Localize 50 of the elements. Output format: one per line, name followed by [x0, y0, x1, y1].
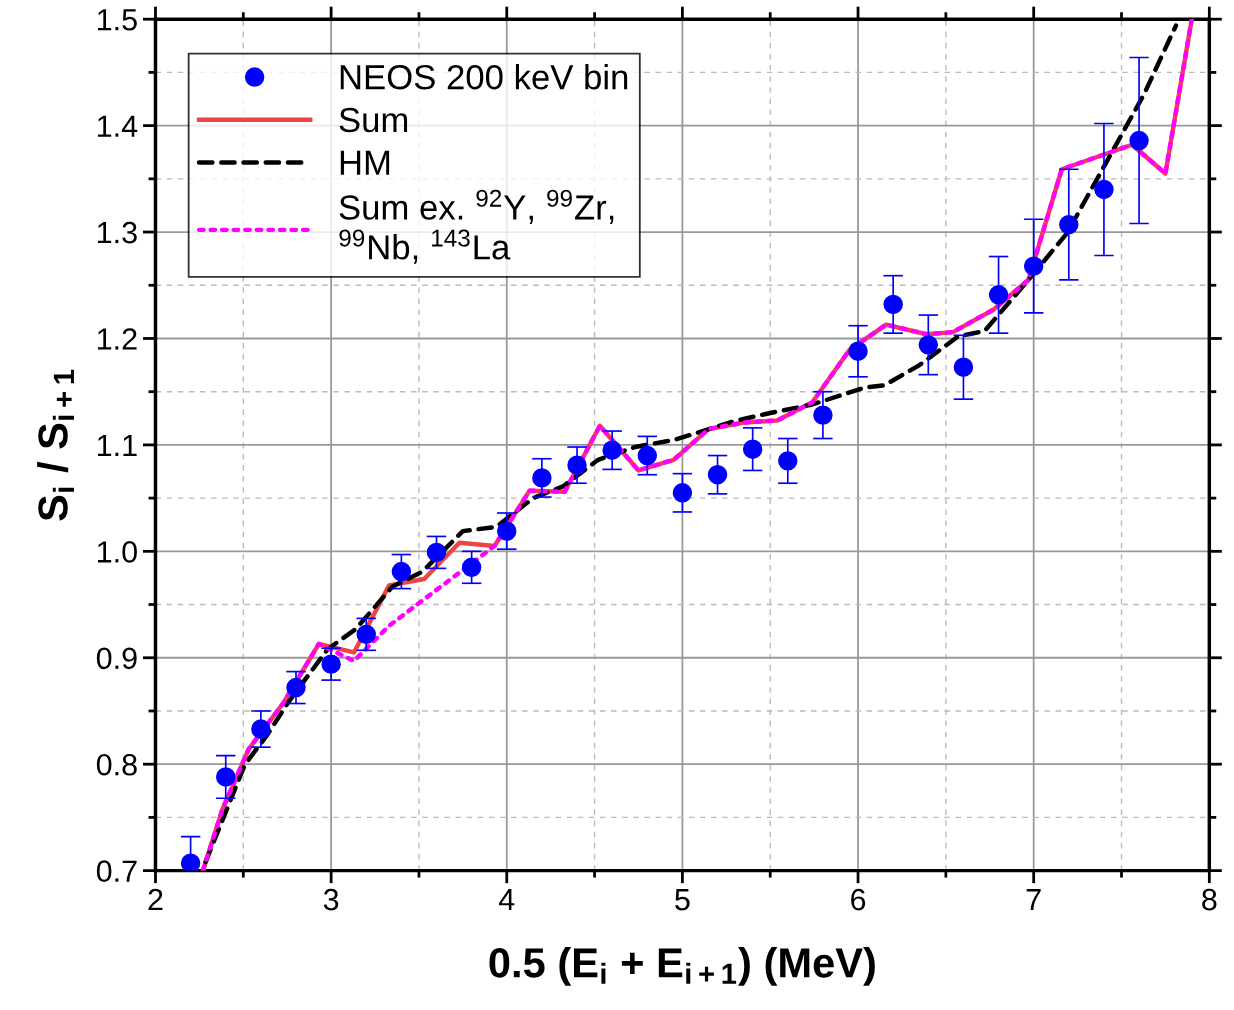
x-axis-title: 0.5 (E$_{i}$ + E$_{i+1}$) (MeV)	[489, 947, 875, 986]
point	[778, 451, 798, 471]
point	[567, 455, 587, 475]
x-tick-label: 7	[1026, 889, 1041, 911]
point	[461, 557, 482, 578]
point	[707, 464, 728, 485]
point	[953, 357, 974, 377]
y-tick-label: 1.4	[97, 115, 138, 137]
x-tick-label: 2	[148, 888, 163, 911]
y-axis-title: S$_{i}$ / S$_{i+1}$	[37, 369, 74, 521]
point	[180, 853, 201, 871]
point	[813, 405, 833, 425]
y-tick-label: 1.5	[97, 9, 137, 31]
x-tick-label: 6	[851, 888, 866, 911]
text: Sum ex. $^{92}$Y, $^{99}$Zr, $^{99}$Nb, $^{143}$La	[339, 189, 614, 264]
point	[742, 439, 763, 459]
point	[988, 285, 1009, 305]
point	[321, 654, 341, 674]
point	[426, 542, 447, 563]
point	[637, 445, 657, 466]
point	[602, 440, 622, 460]
point	[216, 767, 236, 787]
y-tick-label: 1.1	[97, 434, 137, 456]
point	[1059, 214, 1079, 235]
point	[672, 483, 693, 503]
y-tick-label: 1.2	[97, 328, 137, 350]
y-tick-label: 0.8	[96, 753, 137, 776]
x-tick-label: 4	[498, 889, 515, 911]
point	[883, 294, 903, 315]
x-tick-label: 8	[1202, 888, 1217, 911]
x-tick-label: 3	[323, 888, 339, 911]
point	[918, 335, 939, 355]
y-tick-label: 0.9	[96, 647, 137, 670]
point	[848, 341, 868, 361]
point	[1129, 130, 1149, 151]
y-tick-label: 1.3	[97, 221, 137, 244]
legend-label: Sum	[339, 107, 408, 133]
point	[1023, 256, 1044, 276]
point	[251, 719, 271, 739]
legend-label: NEOS 200 keV bin	[340, 64, 628, 90]
point	[532, 468, 552, 488]
point	[497, 521, 517, 541]
x-tick-label: 5	[675, 889, 690, 911]
point	[1094, 179, 1114, 200]
point	[286, 677, 306, 698]
point	[356, 624, 376, 645]
legend-label: HM	[340, 150, 390, 175]
y-tick-label: 0.7	[96, 860, 137, 882]
point	[391, 561, 412, 582]
y-tick-label: 1.0	[97, 541, 137, 563]
